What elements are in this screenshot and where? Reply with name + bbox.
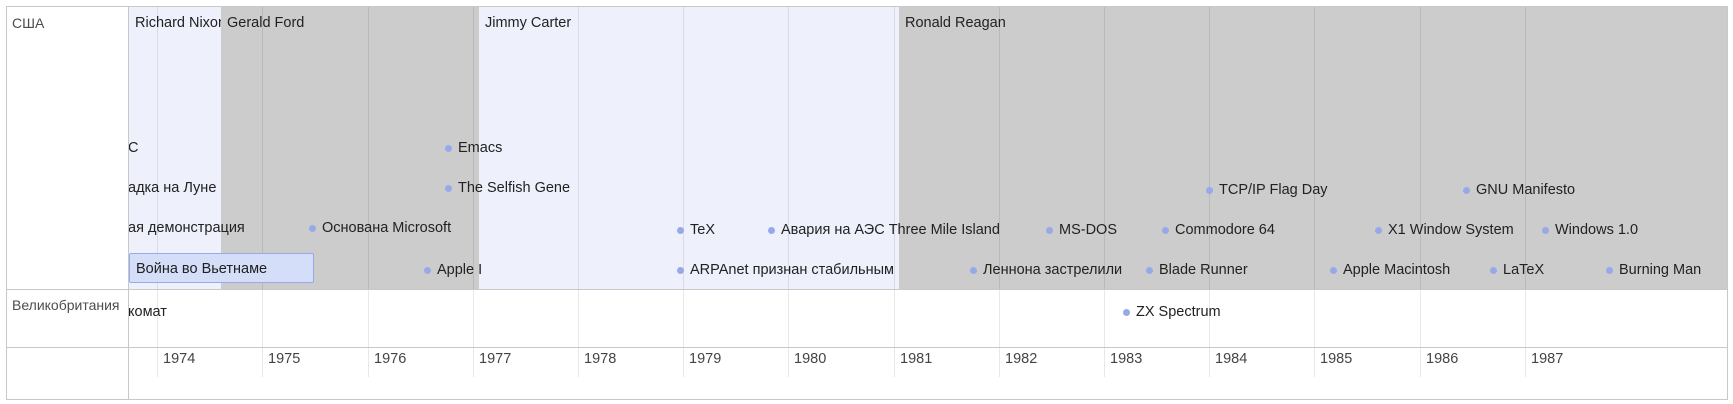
- event-dot: [1490, 267, 1497, 274]
- event-dot: [768, 227, 775, 234]
- event-dot: [1606, 267, 1613, 274]
- president-label: Ronald Reagan: [905, 15, 1006, 31]
- group-label-column: США Великобритания: [7, 7, 129, 399]
- year-tick: 1987: [1531, 351, 1564, 367]
- president-band-carter: Jimmy Carter: [479, 7, 899, 289]
- event-dot: [445, 145, 452, 152]
- grid-line: [683, 7, 684, 377]
- year-tick: 1976: [374, 351, 407, 367]
- event-label: Apple Macintosh: [1343, 262, 1451, 278]
- grid-line: [157, 7, 158, 377]
- year-tick: 1980: [794, 351, 827, 367]
- event-dot: [1463, 187, 1470, 194]
- year-tick: 1974: [163, 351, 196, 367]
- event-dot: [309, 225, 316, 232]
- event-dot: [677, 267, 684, 274]
- grid-line: [1525, 7, 1526, 377]
- year-tick: 1983: [1110, 351, 1143, 367]
- event-dot: [1146, 267, 1153, 274]
- event-label: Commodore 64: [1175, 222, 1275, 238]
- grid-line: [788, 7, 789, 377]
- event-label: X1 Window System: [1388, 222, 1514, 238]
- event-label: Emacs: [458, 140, 503, 156]
- year-tick: 1977: [479, 351, 512, 367]
- year-tick: 1979: [689, 351, 722, 367]
- group-label-usa: США: [12, 15, 45, 31]
- year-tick: 1981: [900, 351, 933, 367]
- event-label: Авария на АЭС Three Mile Island: [781, 222, 1000, 238]
- event-dot: [1123, 309, 1130, 316]
- event-label: комат: [129, 304, 167, 320]
- event-label: Blade Runner: [1159, 262, 1248, 278]
- year-tick: 1985: [1320, 351, 1353, 367]
- event-label: Windows 1.0: [1555, 222, 1639, 238]
- row-separator: [7, 347, 128, 348]
- grid-line: [1314, 7, 1315, 377]
- year-tick: 1975: [268, 351, 301, 367]
- event-label: MS-DOS: [1059, 222, 1117, 238]
- event-label: Burning Man: [1619, 262, 1702, 278]
- group-label-uk: Великобритания: [12, 297, 120, 313]
- event-dot: [1162, 227, 1169, 234]
- timeline: Richard Nixon Gerald Ford Jimmy Carter R…: [6, 6, 1728, 400]
- row-separator: [7, 289, 128, 290]
- range-event-label: Война во Вьетнаме: [136, 261, 268, 277]
- event-label: ая демонстрация: [129, 220, 245, 236]
- event-label: Apple I: [437, 262, 483, 278]
- event-label: Леннона застрелили: [983, 262, 1123, 278]
- president-label: Gerald Ford: [227, 15, 305, 31]
- grid-line: [894, 7, 895, 377]
- president-band-nixon: Richard Nixon: [129, 7, 226, 289]
- president-band-reagan: Ronald Reagan: [899, 7, 1727, 289]
- row-separator: [129, 289, 1727, 290]
- event-dot: [1046, 227, 1053, 234]
- event-dot: [1375, 227, 1382, 234]
- event-label: Основана Microsoft: [322, 220, 452, 236]
- range-event-vietnam-war[interactable]: Война во Вьетнаме: [129, 253, 314, 283]
- event-dot: [1330, 267, 1337, 274]
- timeline-plot[interactable]: Richard Nixon Gerald Ford Jimmy Carter R…: [129, 7, 1727, 399]
- event-label: TCP/IP Flag Day: [1219, 182, 1328, 198]
- grid-line: [578, 7, 579, 377]
- event-label: LaTeX: [1503, 262, 1545, 278]
- event-dot: [677, 227, 684, 234]
- president-label: Richard Nixon: [135, 15, 227, 31]
- event-label: The Selfish Gene: [458, 180, 571, 196]
- grid-line: [473, 7, 474, 377]
- event-label: TeX: [690, 222, 715, 238]
- grid-line: [1420, 7, 1421, 377]
- year-tick: 1982: [1005, 351, 1038, 367]
- event-label: ZX Spectrum: [1136, 304, 1221, 320]
- row-separator: [129, 347, 1727, 348]
- grid-line: [368, 7, 369, 377]
- event-label: ARPAnet признан стабильным: [690, 262, 894, 278]
- event-label: C: [129, 140, 139, 156]
- year-tick: 1984: [1215, 351, 1248, 367]
- year-tick: 1978: [584, 351, 617, 367]
- event-dot: [1206, 187, 1213, 194]
- event-label: GNU Manifesto: [1476, 182, 1576, 198]
- grid-line: [1104, 7, 1105, 377]
- president-label: Jimmy Carter: [485, 15, 572, 31]
- year-tick: 1986: [1426, 351, 1459, 367]
- event-dot: [1542, 227, 1549, 234]
- grid-line: [262, 7, 263, 377]
- president-band-ford: Gerald Ford: [221, 7, 479, 289]
- event-dot: [970, 267, 977, 274]
- event-dot: [424, 267, 431, 274]
- grid-line: [999, 7, 1000, 377]
- event-label: адка на Луне: [129, 180, 217, 196]
- event-dot: [445, 185, 452, 192]
